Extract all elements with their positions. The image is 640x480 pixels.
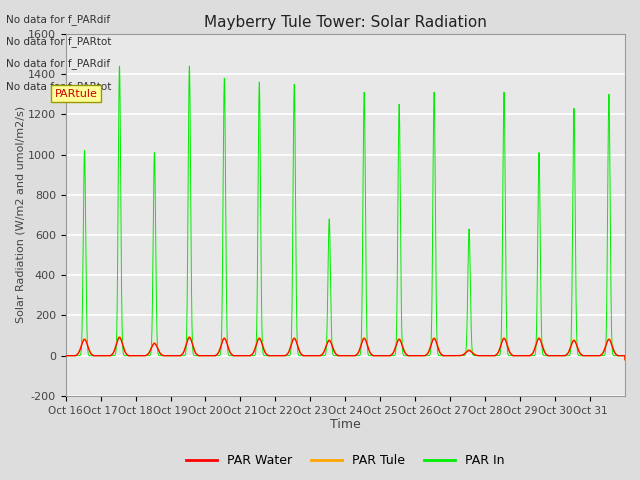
Text: No data for f_PARdif: No data for f_PARdif: [6, 59, 111, 70]
Legend: PAR Water, PAR Tule, PAR In: PAR Water, PAR Tule, PAR In: [181, 449, 509, 472]
Text: No data for f_PARtot: No data for f_PARtot: [6, 36, 112, 48]
Text: No data for f_PARtot: No data for f_PARtot: [6, 81, 112, 92]
Y-axis label: Solar Radiation (W/m2 and umol/m2/s): Solar Radiation (W/m2 and umol/m2/s): [15, 107, 25, 324]
Text: PARtule: PARtule: [54, 89, 97, 99]
Title: Mayberry Tule Tower: Solar Radiation: Mayberry Tule Tower: Solar Radiation: [204, 15, 487, 30]
Text: No data for f_PARdif: No data for f_PARdif: [6, 14, 111, 25]
X-axis label: Time: Time: [330, 419, 361, 432]
